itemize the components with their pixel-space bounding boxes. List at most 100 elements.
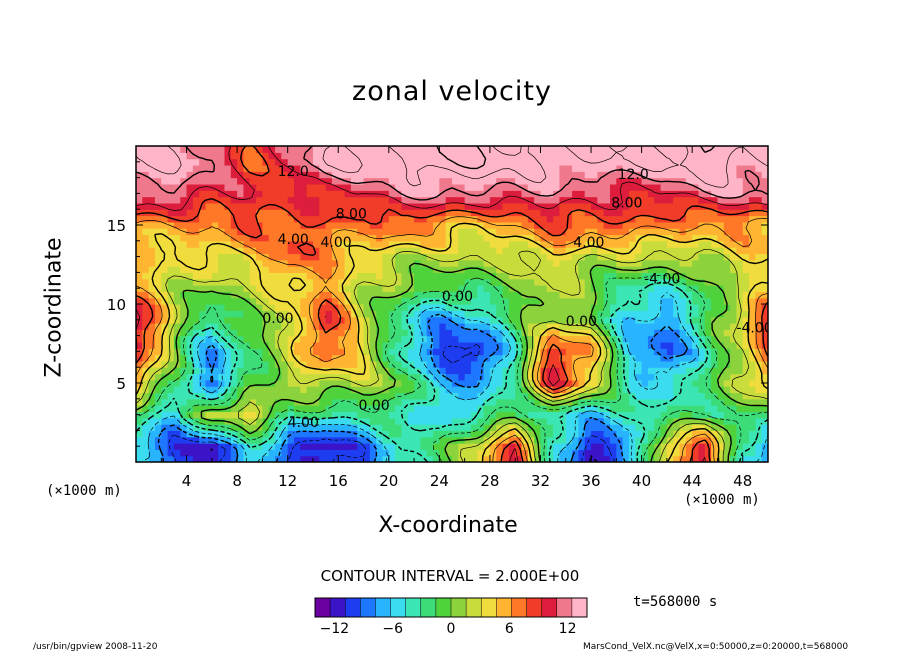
heatmap-cell bbox=[489, 316, 497, 324]
heatmap-cell bbox=[350, 348, 358, 356]
heatmap-cell bbox=[679, 304, 687, 311]
heatmap-cell bbox=[230, 152, 238, 160]
heatmap-cell bbox=[654, 285, 662, 292]
heatmap-cell bbox=[363, 259, 371, 267]
heatmap-cell bbox=[673, 259, 681, 267]
heatmap-cell bbox=[262, 310, 270, 318]
heatmap-cell bbox=[256, 285, 263, 292]
heatmap-cell bbox=[553, 449, 561, 457]
heatmap-cell bbox=[736, 348, 744, 356]
heatmap-cell bbox=[148, 398, 156, 406]
heatmap-cell bbox=[749, 266, 756, 273]
heatmap-cell bbox=[553, 177, 561, 185]
heatmap-cell bbox=[154, 316, 162, 324]
heatmap-cell bbox=[256, 278, 263, 286]
heatmap-cell bbox=[597, 329, 605, 337]
heatmap-cell bbox=[167, 455, 175, 462]
heatmap-cell bbox=[597, 360, 605, 368]
heatmap-cell bbox=[224, 278, 232, 286]
heatmap-cell bbox=[395, 335, 403, 343]
heatmap-cell bbox=[647, 322, 655, 330]
heatmap-cell bbox=[553, 253, 561, 261]
heatmap-cell bbox=[553, 379, 561, 387]
heatmap-cell bbox=[527, 234, 535, 242]
heatmap-cell bbox=[154, 164, 162, 172]
heatmap-cell bbox=[742, 373, 750, 381]
heatmap-cell bbox=[736, 291, 744, 299]
heatmap-cell bbox=[249, 215, 257, 223]
heatmap-cell bbox=[477, 310, 485, 318]
heatmap-cell bbox=[173, 291, 181, 299]
heatmap-cell bbox=[704, 392, 712, 400]
heatmap-cell bbox=[527, 329, 535, 337]
heatmap-cell bbox=[660, 152, 668, 160]
heatmap-cell bbox=[306, 278, 314, 286]
heatmap-cell bbox=[439, 215, 447, 223]
heatmap-cell bbox=[319, 455, 327, 462]
heatmap-cell bbox=[154, 221, 162, 229]
heatmap-cell bbox=[717, 449, 725, 457]
heatmap-cell bbox=[698, 240, 706, 248]
heatmap-cell bbox=[470, 240, 478, 248]
heatmap-cell bbox=[433, 146, 440, 153]
heatmap-cell bbox=[458, 430, 466, 438]
heatmap-cell bbox=[426, 335, 434, 343]
heatmap-cell bbox=[395, 278, 403, 286]
heatmap-cell bbox=[641, 291, 649, 299]
heatmap-cell bbox=[192, 164, 200, 172]
heatmap-cell bbox=[584, 221, 592, 229]
heatmap-cell bbox=[723, 449, 731, 457]
heatmap-cell bbox=[312, 430, 320, 438]
heatmap-cell bbox=[565, 304, 573, 311]
heatmap-cell bbox=[281, 379, 289, 387]
heatmap-cell bbox=[521, 316, 529, 324]
heatmap-cell bbox=[521, 449, 529, 457]
heatmap-cell bbox=[268, 215, 276, 223]
heatmap-cell bbox=[692, 322, 700, 330]
heatmap-cell bbox=[382, 177, 390, 185]
heatmap-cell bbox=[641, 411, 649, 419]
heatmap-cell bbox=[565, 259, 573, 267]
heatmap-cell bbox=[534, 297, 542, 305]
heatmap-cell bbox=[452, 373, 459, 381]
heatmap-cell bbox=[224, 411, 232, 419]
heatmap-cell bbox=[515, 329, 523, 337]
heatmap-cell bbox=[559, 247, 567, 255]
heatmap-cell bbox=[401, 367, 409, 375]
heatmap-cell bbox=[546, 436, 554, 444]
heatmap-cell bbox=[704, 253, 712, 261]
heatmap-cell bbox=[439, 449, 447, 457]
heatmap-cell bbox=[673, 209, 681, 217]
heatmap-cell bbox=[565, 209, 573, 217]
heatmap-cell bbox=[761, 253, 768, 261]
heatmap-cell bbox=[692, 417, 700, 425]
heatmap-cell bbox=[344, 228, 352, 236]
heatmap-cell bbox=[439, 146, 447, 153]
heatmap-cell bbox=[312, 278, 320, 286]
heatmap-cell bbox=[508, 386, 516, 394]
heatmap-cell bbox=[572, 146, 579, 153]
heatmap-cell bbox=[578, 164, 586, 172]
heatmap-cell bbox=[559, 316, 567, 324]
heatmap-cell bbox=[218, 354, 226, 362]
heatmap-cell bbox=[559, 209, 567, 217]
heatmap-cell bbox=[414, 278, 421, 286]
heatmap-cell bbox=[572, 455, 579, 462]
heatmap-cell bbox=[331, 398, 339, 406]
heatmap-cell bbox=[546, 379, 554, 387]
heatmap-cell bbox=[388, 266, 396, 273]
heatmap-cell bbox=[692, 304, 700, 311]
heatmap-cell bbox=[698, 171, 706, 179]
heatmap-cell bbox=[546, 341, 554, 349]
heatmap-cell bbox=[616, 171, 624, 179]
heatmap-cell bbox=[262, 228, 270, 236]
heatmap-cell bbox=[628, 291, 636, 299]
heatmap-cell bbox=[749, 405, 756, 413]
heatmap-cell bbox=[610, 228, 617, 236]
heatmap-cell bbox=[534, 310, 542, 318]
heatmap-cell bbox=[635, 436, 643, 444]
heatmap-cell bbox=[647, 304, 655, 311]
heatmap-cell bbox=[477, 164, 485, 172]
heatmap-cell bbox=[679, 316, 687, 324]
heatmap-cell bbox=[452, 329, 459, 337]
